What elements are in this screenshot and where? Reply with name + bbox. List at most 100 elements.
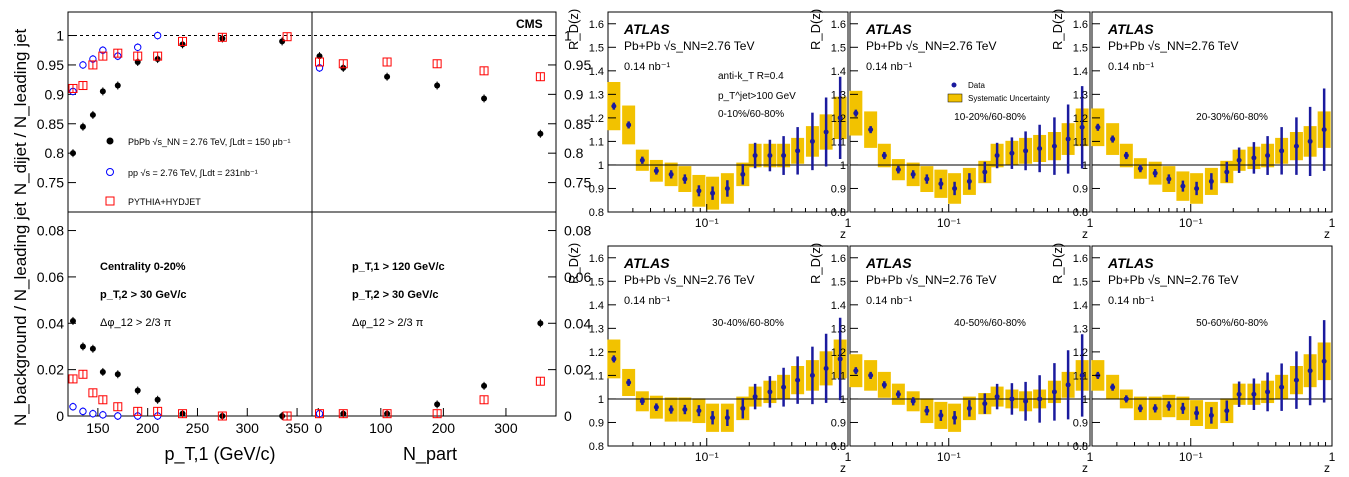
data-point xyxy=(938,412,944,418)
data-point xyxy=(639,157,645,163)
data-point xyxy=(668,407,674,413)
data-point xyxy=(1137,165,1143,171)
y-axis-label: R_D(z) xyxy=(566,9,581,50)
cut-label: Δφ_12 > 2/3 π xyxy=(100,317,172,329)
data-point xyxy=(1208,412,1214,418)
data-point-pbpb xyxy=(99,368,106,375)
data-point xyxy=(1123,153,1129,159)
y-tick-label: 0.95 xyxy=(37,57,64,73)
x-axis-label: N_part xyxy=(403,444,457,465)
y-tick-label: 1.2 xyxy=(831,347,846,359)
y-axis-label: R_D(z) xyxy=(1050,9,1065,50)
legend-label: PYTHIA+HYDJET xyxy=(128,197,201,207)
data-point xyxy=(1037,396,1043,402)
data-point xyxy=(611,356,617,362)
data-point xyxy=(868,372,874,378)
data-point xyxy=(982,401,988,407)
data-point xyxy=(752,394,758,400)
data-point-pbpb xyxy=(279,38,286,45)
y-tick-label: 1 xyxy=(56,28,64,44)
y-tick-label: 0.8 xyxy=(831,441,846,453)
y-tick-label: 0.02 xyxy=(37,362,64,378)
data-point xyxy=(1166,176,1172,182)
data-point xyxy=(1023,148,1029,154)
y-tick-label: 1.6 xyxy=(831,253,846,265)
data-point xyxy=(1180,183,1186,189)
y-tick-label: 0.9 xyxy=(831,417,846,429)
data-point xyxy=(966,405,972,411)
data-point-pythia xyxy=(178,409,188,419)
data-point xyxy=(740,405,746,411)
y-tick-label: 1.5 xyxy=(589,276,604,288)
data-point xyxy=(952,415,958,421)
lumi-label: 0.14 nb⁻¹ xyxy=(624,61,671,73)
data-point xyxy=(1251,391,1257,397)
data-point-pp xyxy=(99,411,107,419)
y-tick-label: 1.4 xyxy=(589,300,604,312)
data-point-pythia xyxy=(153,51,163,61)
data-point xyxy=(1023,398,1029,404)
y-tick-label: 0.8 xyxy=(589,441,604,453)
data-point-pythia xyxy=(178,36,188,46)
x-axis-label: z xyxy=(840,461,846,475)
atlas-panel: 0.80.911.11.21.31.41.51.610⁻¹ 1zR_D(z) ATL… xyxy=(566,9,852,241)
atlas-panel: 0.80.911.11.21.31.41.51.610⁻¹ 1zR_D(z) ATL… xyxy=(808,243,1094,475)
data-point xyxy=(1009,150,1015,156)
cut-label: Centrality 0-20% xyxy=(100,261,186,273)
atlas-panel: 0.80.911.11.21.31.41.51.610⁻¹ 1zR_D(z) ATL… xyxy=(566,243,852,475)
y-tick-label: 1.1 xyxy=(831,370,846,382)
data-point-pp xyxy=(134,43,142,51)
cut-label: Δφ_12 > 2/3 π xyxy=(352,317,424,329)
y-tick-label: 1.2 xyxy=(589,113,604,125)
x-axis-label: z xyxy=(1324,461,1330,475)
system-label: Pb+Pb √s_NN=2.76 TeV xyxy=(1108,39,1238,53)
y-tick-label: 1.6 xyxy=(1073,253,1088,265)
y-tick-label: 0.04 xyxy=(564,315,591,331)
x-tick-label: 350 xyxy=(285,420,309,436)
data-point xyxy=(1152,405,1158,411)
data-point-pbpb xyxy=(537,130,544,137)
data-point xyxy=(1051,389,1057,395)
legend-marker-data xyxy=(951,82,957,88)
x-tick-label: 100 xyxy=(369,420,393,436)
y-tick-label: 1.6 xyxy=(589,253,604,265)
legend-marker-pbpb xyxy=(106,137,114,145)
data-point-pythia xyxy=(282,32,292,42)
y-tick-label: 1 xyxy=(564,28,572,44)
y-tick-label: 0.8 xyxy=(1073,207,1088,219)
data-point-pbpb xyxy=(384,73,391,80)
y-tick-label: 1.6 xyxy=(831,19,846,31)
y-tick-label: 0 xyxy=(56,408,64,424)
data-point-pbpb xyxy=(114,371,121,378)
atlas-panel: 0.80.911.11.21.31.41.51.610⁻¹ 1zR_D(z) ATL… xyxy=(1050,9,1336,241)
legend-label: Data xyxy=(968,81,985,90)
data-point xyxy=(1307,138,1313,144)
data-point xyxy=(1051,143,1057,149)
y-tick-label: 1.2 xyxy=(1073,113,1088,125)
data-point xyxy=(682,176,688,182)
legend-label: Systematic Uncertainty xyxy=(968,94,1050,103)
data-point-pbpb xyxy=(89,345,96,352)
data-point xyxy=(853,368,859,374)
system-label: Pb+Pb √s_NN=2.76 TeV xyxy=(624,39,754,53)
y-tick-label: 1.2 xyxy=(831,113,846,125)
data-point xyxy=(724,185,730,191)
data-point-pythia xyxy=(78,81,88,91)
y-tick-label: 0.8 xyxy=(1073,441,1088,453)
y-tick-label: 1.6 xyxy=(1073,19,1088,31)
data-point xyxy=(1265,153,1271,159)
x-tick-label: 1 xyxy=(845,450,852,464)
atlas-label: ATLAS xyxy=(1107,21,1154,37)
lumi-label: 0.14 nb⁻¹ xyxy=(866,295,913,307)
centrality-label: 40-50%/60-80% xyxy=(954,318,1026,329)
data-point xyxy=(653,404,659,410)
centrality-label: 50-60%/60-80% xyxy=(1196,318,1268,329)
y-tick-label: 0 xyxy=(564,408,572,424)
data-point-pythia xyxy=(98,51,108,61)
data-point-pythia xyxy=(217,411,227,421)
data-point xyxy=(781,384,787,390)
data-point xyxy=(823,365,829,371)
centrality-label: 10-20%/60-80% xyxy=(954,112,1026,123)
data-point xyxy=(1065,382,1071,388)
x-tick-label: 200 xyxy=(136,420,160,436)
